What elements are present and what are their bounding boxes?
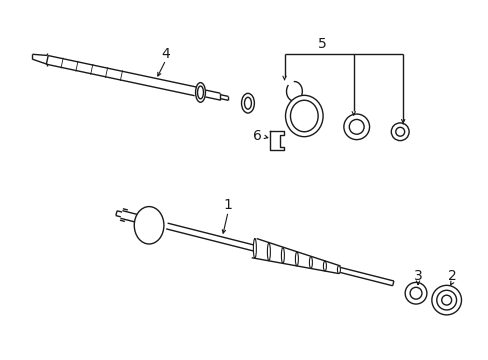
Ellipse shape — [241, 93, 254, 113]
Ellipse shape — [343, 114, 369, 140]
Ellipse shape — [267, 243, 270, 261]
Ellipse shape — [390, 123, 408, 141]
Ellipse shape — [197, 86, 203, 99]
Ellipse shape — [395, 127, 404, 136]
Ellipse shape — [436, 290, 456, 310]
Ellipse shape — [348, 120, 364, 134]
Text: 3: 3 — [413, 270, 422, 283]
Ellipse shape — [323, 261, 325, 271]
Ellipse shape — [281, 248, 284, 263]
Text: 6: 6 — [253, 129, 262, 143]
Ellipse shape — [431, 285, 461, 315]
Ellipse shape — [337, 266, 340, 274]
Ellipse shape — [309, 257, 312, 269]
Ellipse shape — [285, 95, 323, 137]
Ellipse shape — [244, 97, 251, 109]
Text: 5: 5 — [317, 37, 326, 51]
Ellipse shape — [409, 287, 421, 299]
Text: 1: 1 — [224, 198, 232, 212]
Ellipse shape — [295, 252, 298, 266]
Ellipse shape — [405, 282, 426, 304]
Ellipse shape — [441, 295, 451, 305]
Text: 4: 4 — [161, 47, 170, 61]
Text: 2: 2 — [447, 270, 456, 283]
Ellipse shape — [134, 207, 163, 244]
Ellipse shape — [195, 82, 205, 102]
Ellipse shape — [290, 100, 318, 132]
Ellipse shape — [253, 238, 256, 258]
